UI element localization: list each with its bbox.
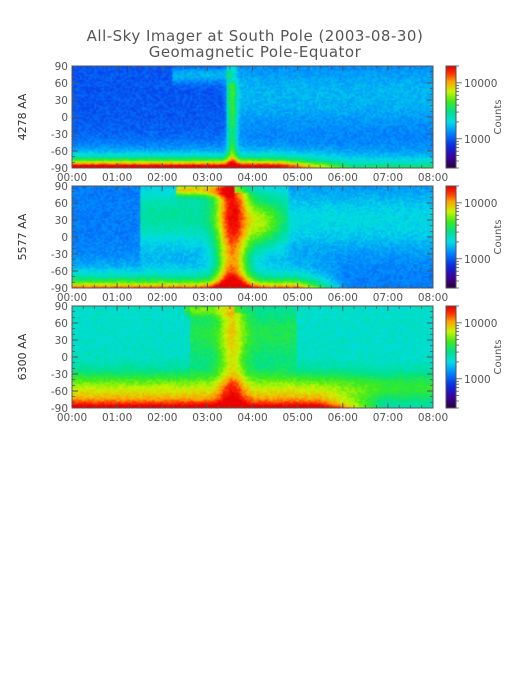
- x-tick-label: 04:00: [237, 412, 267, 424]
- colorbar-tick-label: 10000: [464, 318, 497, 330]
- chart-title: All-Sky Imager at South Pole (2003-08-30…: [86, 27, 424, 45]
- x-tick-label: 01:00: [102, 292, 132, 304]
- x-tick-label: 07:00: [373, 412, 403, 424]
- x-tick-label: 01:00: [102, 412, 132, 424]
- colorbar: [445, 305, 457, 409]
- heatmap-image: [72, 306, 433, 408]
- x-tick-label: 08:00: [418, 412, 448, 424]
- y-tick-label: 60: [55, 198, 68, 210]
- x-tick-label: 03:00: [192, 412, 222, 424]
- x-tick-label: 05:00: [282, 292, 312, 304]
- x-tick-label: 03:00: [192, 292, 222, 304]
- x-tick-label: 04:00: [237, 172, 267, 184]
- x-tick-label: 02:00: [147, 172, 177, 184]
- y-tick-label: 30: [55, 335, 68, 347]
- heatmap-image: [72, 66, 433, 168]
- y-tick-label: -60: [51, 266, 68, 278]
- heatmap-image: [72, 186, 433, 288]
- y-axis-label: 5577 AA: [16, 213, 29, 260]
- colorbar-tick-label: 10000: [464, 198, 497, 210]
- y-tick-label: -90: [51, 283, 68, 295]
- x-tick-label: 00:00: [57, 412, 87, 424]
- y-tick-label: 0: [61, 232, 68, 244]
- y-tick-label: -30: [51, 249, 68, 261]
- x-tick-label: 08:00: [418, 172, 448, 184]
- x-tick-label: 00:00: [57, 292, 87, 304]
- x-tick-label: 02:00: [147, 412, 177, 424]
- colorbar: [445, 65, 457, 169]
- y-tick-label: 30: [55, 215, 68, 227]
- colorbar-tick-label: 10000: [464, 78, 497, 90]
- y-tick-label: -30: [51, 369, 68, 381]
- x-tick-label: 00:00: [57, 172, 87, 184]
- y-axis-label: 4278 AA: [16, 93, 29, 140]
- x-tick-label: 08:00: [418, 292, 448, 304]
- x-tick-label: 06:00: [328, 412, 358, 424]
- chart-subtitle: Geomagnetic Pole-Equator: [148, 43, 362, 61]
- y-tick-label: 0: [61, 352, 68, 364]
- x-tick-label: 05:00: [282, 412, 312, 424]
- x-tick-label: 02:00: [147, 292, 177, 304]
- colorbar-tick-label: 1000: [464, 374, 491, 386]
- x-tick-label: 06:00: [328, 172, 358, 184]
- colorbar-label: Counts: [493, 100, 504, 135]
- colorbar-label: Counts: [493, 220, 504, 255]
- x-tick-label: 04:00: [237, 292, 267, 304]
- y-tick-label: -30: [51, 129, 68, 141]
- x-tick-label: 06:00: [328, 292, 358, 304]
- y-tick-label: -60: [51, 386, 68, 398]
- y-tick-label: 90: [55, 181, 68, 193]
- y-axis-label: 6300 AA: [16, 333, 29, 380]
- x-tick-label: 07:00: [373, 172, 403, 184]
- y-tick-label: 60: [55, 318, 68, 330]
- colorbar: [445, 185, 457, 289]
- y-tick-label: -60: [51, 146, 68, 158]
- colorbar-tick-label: 1000: [464, 254, 491, 266]
- colorbar-tick-label: 1000: [464, 134, 491, 146]
- y-tick-label: 30: [55, 95, 68, 107]
- y-tick-label: 0: [61, 112, 68, 124]
- x-tick-label: 01:00: [102, 172, 132, 184]
- y-tick-label: 90: [55, 301, 68, 313]
- x-tick-label: 03:00: [192, 172, 222, 184]
- y-tick-label: -90: [51, 163, 68, 175]
- x-tick-label: 07:00: [373, 292, 403, 304]
- y-tick-label: -90: [51, 403, 68, 415]
- y-tick-label: 90: [55, 61, 68, 73]
- colorbar-label: Counts: [493, 340, 504, 375]
- y-tick-label: 60: [55, 78, 68, 90]
- x-tick-label: 05:00: [282, 172, 312, 184]
